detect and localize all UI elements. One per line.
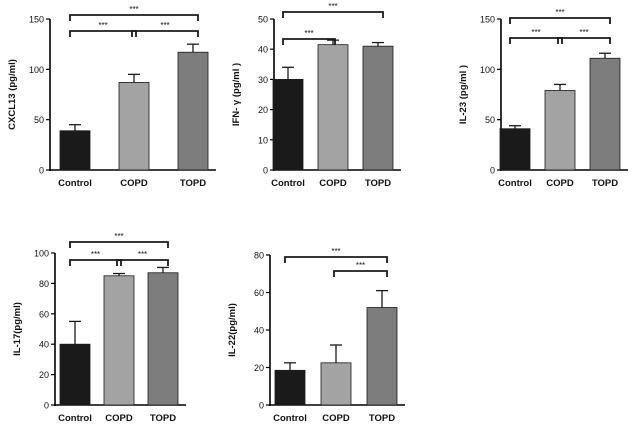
significance-label: *** xyxy=(114,232,123,241)
category-label: COPD xyxy=(319,178,347,189)
y-tick-label: 0 xyxy=(259,401,264,411)
bar-control xyxy=(499,128,531,171)
bar-copd xyxy=(544,90,576,171)
y-tick-label: 20 xyxy=(39,370,49,380)
category-label: COPD xyxy=(322,413,350,424)
significance-bracket xyxy=(69,241,169,248)
category-label: TOPD xyxy=(180,178,206,189)
significance-label: *** xyxy=(555,8,564,17)
y-axis-label: IL-23 (pg/ml ) xyxy=(458,65,469,124)
bar-control xyxy=(59,130,91,171)
bar-topd xyxy=(362,45,394,171)
y-tick-label: 40 xyxy=(254,326,264,336)
y-tick-label: 80 xyxy=(39,279,49,289)
bar-copd xyxy=(317,44,349,171)
significance-bracket xyxy=(282,11,384,18)
significance-bracket xyxy=(509,17,611,24)
significance-bracket xyxy=(69,30,137,37)
y-tick-label: 50 xyxy=(34,115,44,125)
bar-control xyxy=(59,343,91,406)
significance-label: *** xyxy=(579,28,588,37)
bar-control xyxy=(272,79,304,171)
y-axis-label: CXCL13 (pg/ml) xyxy=(7,59,18,130)
category-label: Control xyxy=(58,413,92,424)
bar-topd xyxy=(366,307,398,406)
significance-bracket xyxy=(131,30,199,37)
significance-label: *** xyxy=(304,29,313,38)
category-label: COPD xyxy=(120,178,148,189)
y-tick-label: 20 xyxy=(254,363,264,373)
bar-control xyxy=(274,369,306,406)
y-tick-label: 50 xyxy=(485,115,495,125)
bar-copd xyxy=(118,82,150,171)
chart-panel-2: 0 10 20 30 40 50 IFN- γ (pg/ml ) Control COPD TOP… xyxy=(231,2,401,189)
category-label: TOPD xyxy=(592,178,618,189)
significance-bracket xyxy=(557,37,611,44)
y-tick-label: 150 xyxy=(29,15,44,25)
chart-panel-4: 0 20 40 60 80 100 IL-17(pg/ml) Control COPD TOPD *… xyxy=(12,232,186,424)
chart-panel-5: 0 20 40 60 80 IL-22(pg/ml) Control COPD TOPD *** *… xyxy=(227,247,405,424)
significance-label: *** xyxy=(91,250,100,259)
y-tick-label: 0 xyxy=(490,166,495,176)
significance-bracket xyxy=(116,259,169,266)
significance-bracket xyxy=(333,270,388,277)
y-axis-label: IL-22(pg/ml) xyxy=(227,303,238,357)
bar-copd xyxy=(103,275,135,406)
category-label: Control xyxy=(58,178,92,189)
y-tick-label: 50 xyxy=(258,15,268,25)
significance-label: *** xyxy=(160,21,169,30)
significance-bracket xyxy=(69,259,122,266)
y-tick-label: 30 xyxy=(258,75,268,85)
category-label: TOPD xyxy=(365,178,391,189)
category-label: Control xyxy=(273,413,307,424)
y-axis-label: IL-17(pg/ml) xyxy=(12,302,23,356)
y-tick-label: 100 xyxy=(34,249,49,259)
y-tick-label: 60 xyxy=(254,288,264,298)
y-tick-label: 0 xyxy=(39,166,44,176)
significance-label: *** xyxy=(331,247,340,256)
y-tick-label: 0 xyxy=(44,401,49,411)
y-tick-label: 0 xyxy=(263,166,268,176)
bar-copd xyxy=(320,362,352,406)
significance-label: *** xyxy=(138,250,147,259)
y-tick-label: 40 xyxy=(258,45,268,55)
significance-label: *** xyxy=(98,21,107,30)
significance-label: *** xyxy=(328,2,337,11)
category-label: TOPD xyxy=(369,413,395,424)
category-label: TOPD xyxy=(150,413,176,424)
significance-label: *** xyxy=(129,5,138,14)
category-label: Control xyxy=(498,178,532,189)
bar-topd xyxy=(177,51,209,171)
category-label: Control xyxy=(271,178,305,189)
y-axis-label: IFN- γ (pg/ml ) xyxy=(231,63,242,126)
y-tick-label: 20 xyxy=(258,105,268,115)
significance-bracket xyxy=(282,38,336,45)
significance-label: *** xyxy=(356,261,365,270)
significance-label: *** xyxy=(531,28,540,37)
y-tick-label: 40 xyxy=(39,340,49,350)
significance-bracket xyxy=(69,14,199,21)
significance-bracket xyxy=(284,256,388,263)
y-tick-label: 60 xyxy=(39,309,49,319)
significance-bracket xyxy=(509,37,563,44)
bar-topd xyxy=(589,57,621,171)
y-tick-label: 100 xyxy=(480,65,495,75)
y-tick-label: 150 xyxy=(480,15,495,25)
bar-topd xyxy=(147,272,179,406)
y-tick-label: 10 xyxy=(258,135,268,145)
chart-panel-3: 0 50 100 150 IL-23 (pg/ml ) Control COPD TOPD **… xyxy=(458,8,628,189)
y-tick-label: 100 xyxy=(29,65,44,75)
chart-panel-1: 0 50 100 150 CXCL13 (pg/ml) Control COPD TOPD **… xyxy=(7,5,216,189)
category-label: COPD xyxy=(546,178,574,189)
category-label: COPD xyxy=(105,413,133,424)
y-tick-label: 80 xyxy=(254,251,264,261)
